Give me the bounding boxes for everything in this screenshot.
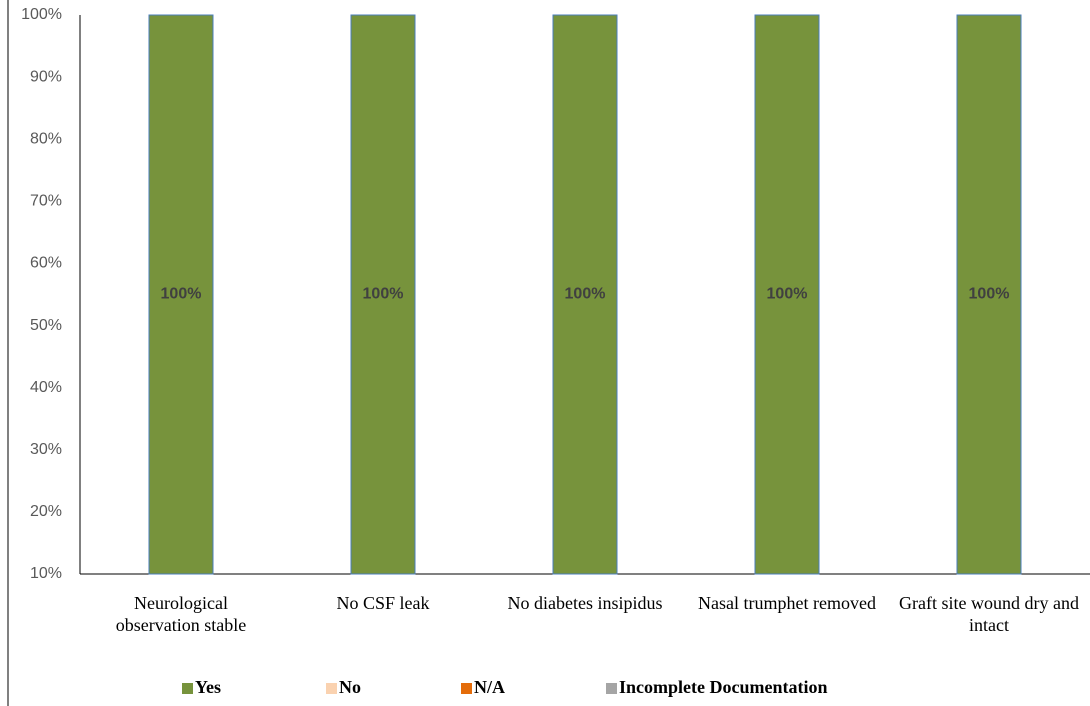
- y-tick-label: 60%: [30, 255, 62, 272]
- x-tick-label: No CSF leak: [336, 593, 430, 613]
- y-tick-label: 90%: [30, 68, 62, 85]
- y-tick-label: 50%: [30, 317, 62, 334]
- y-tick-label: 30%: [30, 441, 62, 458]
- bar-segment: [350, 14, 416, 575]
- y-tick-label: 100%: [21, 6, 62, 23]
- data-label: 100%: [363, 286, 404, 303]
- y-tick-label: 10%: [30, 565, 62, 582]
- data-label: 100%: [565, 286, 606, 303]
- x-tick-label: Neurological observation stable: [115, 593, 247, 635]
- y-tick-label: 70%: [30, 193, 62, 210]
- y-tick-label: 80%: [30, 130, 62, 147]
- x-tick-label: No diabetes insipidus: [507, 593, 663, 613]
- legend-swatch: [182, 683, 193, 694]
- legend-label: No: [339, 677, 361, 697]
- data-label: 100%: [161, 286, 202, 303]
- x-tick-label: Nasal trumphet removed: [698, 593, 876, 613]
- y-tick-label: 40%: [30, 379, 62, 396]
- bar-segment: [956, 14, 1022, 575]
- bar-segment: [552, 14, 618, 575]
- data-label: 100%: [969, 286, 1010, 303]
- legend-label: Incomplete Documentation: [619, 677, 827, 697]
- legend-swatch: [606, 683, 617, 694]
- bar-segment: [754, 14, 820, 575]
- legend-swatch: [461, 683, 472, 694]
- legend-label: N/A: [474, 677, 505, 697]
- data-label: 100%: [767, 286, 808, 303]
- legend-swatch: [326, 683, 337, 694]
- y-tick-label: 20%: [30, 503, 62, 520]
- x-tick-label: Graft site wound dry and intact: [899, 593, 1079, 635]
- legend-label: Yes: [195, 677, 221, 697]
- bar-segment: [148, 14, 214, 575]
